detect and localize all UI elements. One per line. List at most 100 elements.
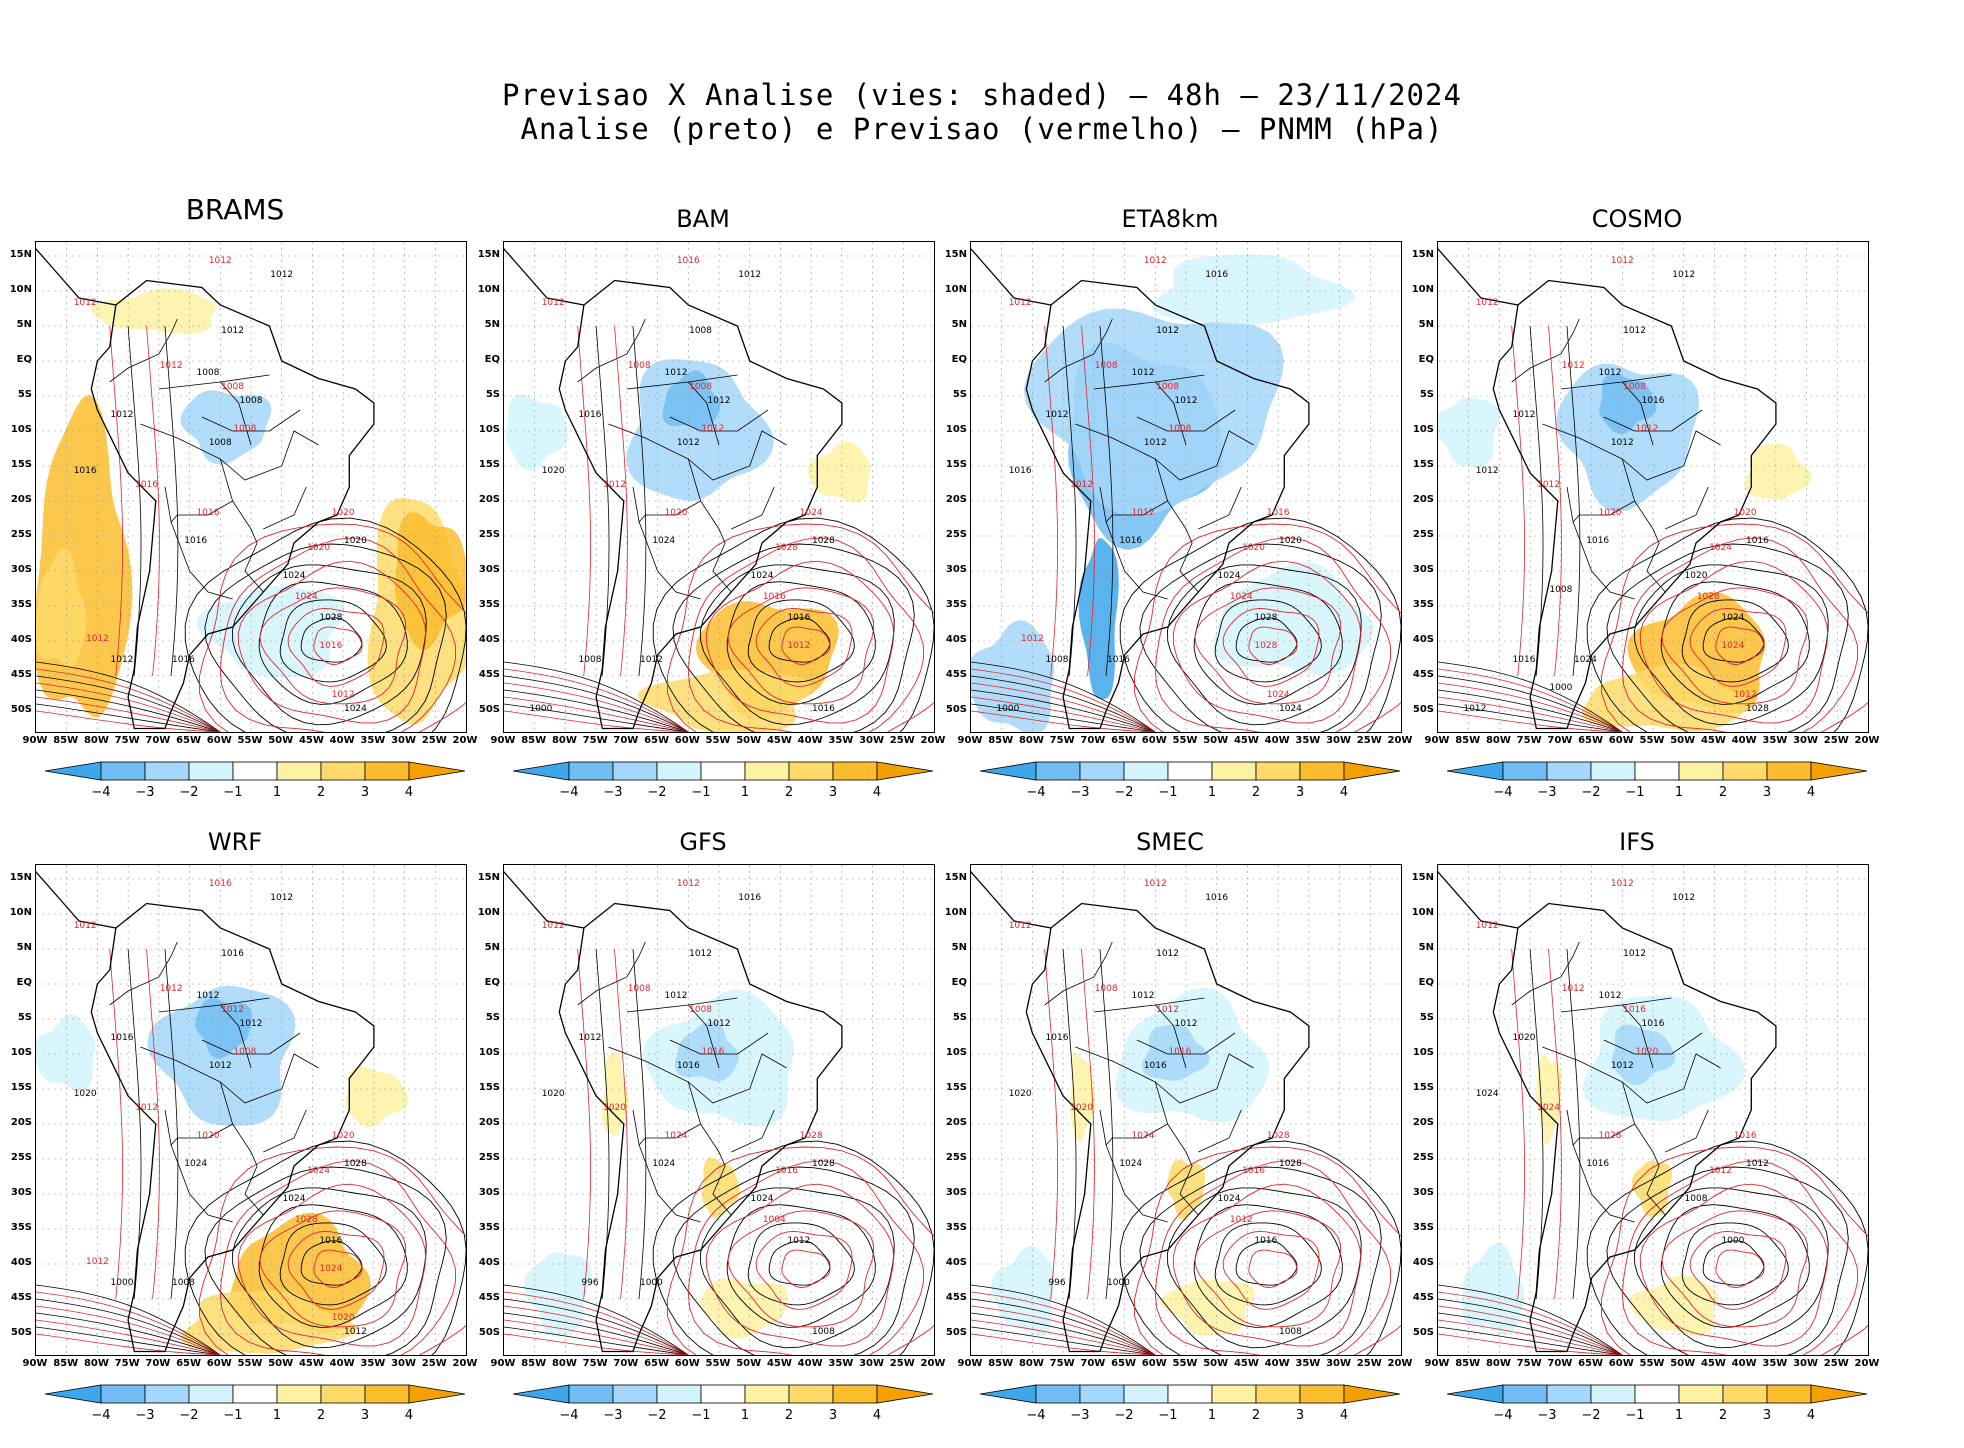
lat-label: 30S — [10, 1187, 32, 1198]
lon-label: 50W — [1670, 1358, 1696, 1369]
lon-label: 50W — [1203, 735, 1229, 746]
colorbar-label: 4 — [872, 1408, 882, 1423]
contour-label: 1012 — [1709, 1166, 1732, 1176]
lat-label: 35S — [1412, 1222, 1434, 1233]
gradient-isobar — [971, 1312, 1156, 1355]
forecast-isobar — [287, 607, 385, 687]
contour-label: 1016 — [172, 655, 195, 665]
contour-label: 1020 — [307, 543, 330, 553]
contour-label: 1016 — [1734, 1131, 1757, 1141]
analysis-isobar — [1586, 517, 1868, 732]
contour-label: 1028 — [295, 1215, 318, 1225]
contour-label: 1024 — [1721, 641, 1744, 651]
lat-label: 10N — [944, 907, 967, 918]
lon-label: 90W — [1424, 735, 1450, 746]
lat-label: 35S — [478, 1222, 500, 1233]
bias-shading — [180, 390, 272, 465]
lon-label: 70W — [1547, 735, 1573, 746]
country-border — [626, 374, 738, 390]
lat-label: 10N — [9, 284, 32, 295]
contour-label: 1020 — [542, 466, 565, 476]
contour-label: 1012 — [603, 480, 626, 490]
lon-label: 30W — [1793, 735, 1819, 746]
colorbar-swatch — [512, 761, 570, 781]
colorbar-label: 3 — [828, 1408, 838, 1423]
analysis-isobar — [1606, 543, 1849, 732]
bias-shading — [807, 441, 871, 503]
lat-label: 50S — [10, 1327, 32, 1338]
contour-label: 1020 — [332, 1313, 355, 1323]
contour-label: 1020 — [542, 1089, 565, 1099]
lat-label: 40S — [945, 634, 967, 645]
bias-shading — [1556, 363, 1700, 512]
contour-label: 1020 — [1070, 1103, 1093, 1113]
contour-label: 1024 — [652, 1159, 675, 1169]
analysis-isobar — [672, 1166, 915, 1355]
contour-label: 1024 — [1119, 1159, 1142, 1169]
contour-label: 1012 — [1562, 361, 1585, 371]
coastline — [90, 279, 375, 730]
country-border — [669, 409, 769, 432]
colorbar-label: 1 — [740, 1408, 750, 1423]
analysis-isobar — [1119, 1140, 1401, 1355]
country-border — [687, 381, 720, 446]
contour-label: 1012 — [1021, 634, 1044, 644]
contour-label: 1012 — [677, 438, 700, 448]
lat-label: 15S — [945, 1082, 967, 1093]
coastline-central-america — [504, 871, 585, 929]
contour-label: 1016 — [111, 1033, 134, 1043]
contour-label: 1020 — [1685, 571, 1708, 581]
lon-label: 20W — [452, 735, 478, 746]
lon-label: 50W — [1203, 1358, 1229, 1369]
lon-label: 85W — [521, 735, 547, 746]
forecast-isobar — [1172, 1183, 1362, 1347]
contour-label: 1016 — [787, 613, 810, 623]
andes-isobar — [164, 325, 179, 677]
colorbar-swatch — [1502, 761, 1548, 781]
lon-label: 35W — [1762, 1358, 1788, 1369]
lat-label: 10N — [477, 907, 500, 918]
lon-label: 30W — [391, 1358, 417, 1369]
colorbar-label: −1 — [691, 785, 711, 800]
lat-label: 30S — [1412, 564, 1434, 575]
lon-label: 80W — [83, 1358, 109, 1369]
lat-label: 5N — [1418, 319, 1434, 330]
panel-title: COSMO — [1591, 205, 1683, 233]
lon-label: 60W — [1141, 1358, 1167, 1369]
colorbar-swatch — [656, 761, 702, 781]
lon-label: 85W — [53, 1358, 79, 1369]
colorbar-swatch — [1446, 761, 1504, 781]
contour-label: 1020 — [1513, 1033, 1536, 1043]
lon-label: 45W — [1233, 1358, 1259, 1369]
map-area: 1012 1012 1012 1016 1012 1012 1012 1016 1016 1020… — [1437, 241, 1869, 733]
lat-label: 30S — [1412, 1187, 1434, 1198]
coastline — [90, 902, 375, 1353]
country-border — [1542, 1046, 1635, 1125]
lat-label: 5S — [485, 1012, 500, 1023]
contour-label: 1028 — [1279, 1159, 1302, 1169]
lon-label: 30W — [1326, 1358, 1352, 1369]
lat-label: 5N — [951, 319, 967, 330]
contour-label: 1024 — [1574, 655, 1597, 665]
contour-label: 1016 — [221, 949, 244, 959]
country-border — [632, 1109, 701, 1146]
panel-title: GFS — [679, 828, 727, 856]
lat-label: 10N — [1411, 284, 1434, 295]
contour-label: 1024 — [344, 704, 367, 714]
bias-shading — [1611, 1024, 1676, 1086]
lon-label: 35W — [1295, 735, 1321, 746]
lon-label: 20W — [920, 735, 946, 746]
colorbar-label: −2 — [1581, 1408, 1601, 1423]
contour-label: 1024 — [1279, 704, 1302, 714]
panel-brams: BRAMS 1012 1012 1008 1008 1008 1012 1016 1016 102… — [0, 185, 478, 825]
lat-label: 5S — [1419, 1012, 1434, 1023]
gradient-isobar — [504, 668, 689, 732]
bias-shading — [971, 620, 1055, 732]
lon-label: 45W — [298, 1358, 324, 1369]
contour-label: 1020 — [332, 1131, 355, 1141]
country-border — [731, 486, 775, 530]
analysis-isobar — [204, 543, 447, 732]
map-area: 1016 1012 1012 1012 1012 1012 1016 1016 1020 1024… — [970, 241, 1402, 733]
lon-label: 45W — [1233, 735, 1259, 746]
colorbar-swatch — [744, 761, 790, 781]
